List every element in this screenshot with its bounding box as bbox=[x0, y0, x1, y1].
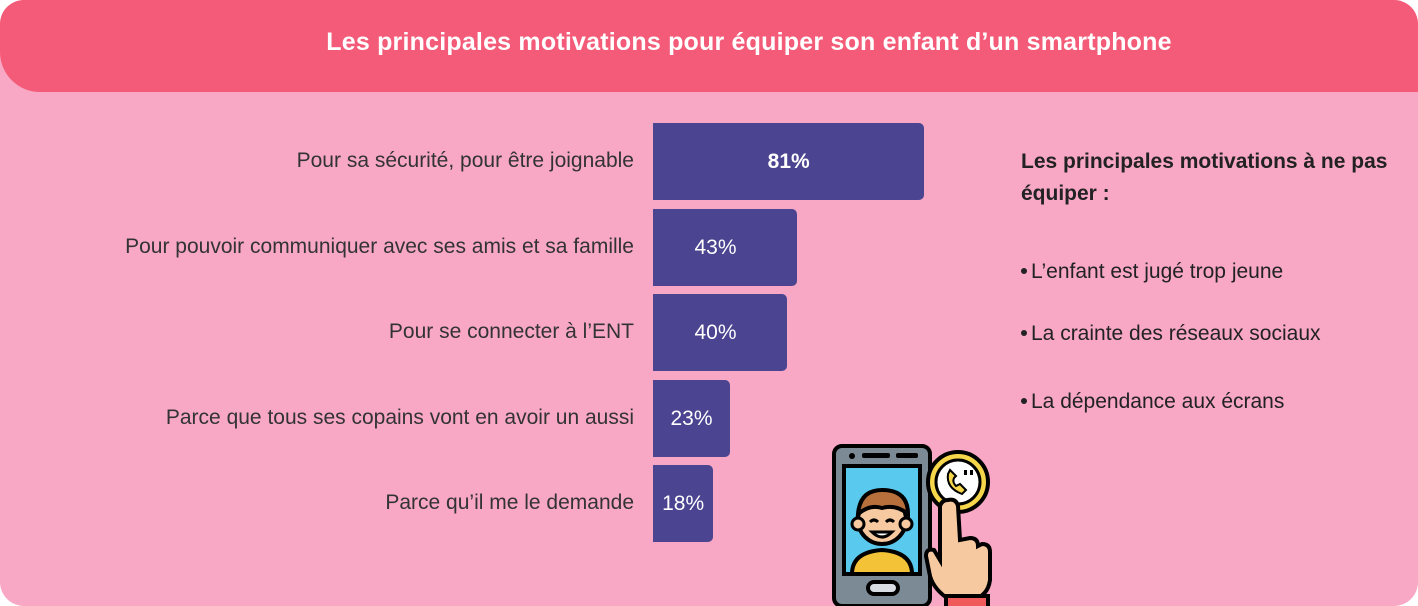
bullet-icon bbox=[1021, 398, 1027, 404]
bar-value-label: 81% bbox=[767, 150, 810, 173]
category-label: Pour pouvoir communiquer avec ses amis e… bbox=[125, 234, 634, 258]
smartphone-video-call-icon bbox=[832, 444, 992, 606]
bar-value-label: 43% bbox=[694, 235, 737, 259]
side-panel: Les principales motivations à ne pas équ… bbox=[1021, 146, 1411, 413]
category-label: Pour se connecter à l’ENT bbox=[388, 320, 634, 343]
bullet-icon bbox=[1021, 330, 1027, 336]
category-label: Parce qu’il me le demande bbox=[385, 491, 634, 514]
bar bbox=[653, 123, 925, 200]
category-label: Parce que tous ses copains vont en avoir… bbox=[165, 405, 634, 429]
side-item-label: L’enfant est jugé trop jeune bbox=[1031, 260, 1284, 283]
bar-value-label: 23% bbox=[670, 406, 713, 430]
bar-value-label: 18% bbox=[662, 492, 705, 515]
side-item-label: La dépendance aux écrans bbox=[1031, 390, 1285, 413]
category-label: Pour sa sécurité, pour être joignable bbox=[296, 149, 634, 172]
side-item: L’enfant est jugé trop jeune bbox=[1021, 258, 1283, 286]
header-banner: Les principales motivations pour équiper… bbox=[0, 0, 1418, 92]
side-item: La crainte des réseaux sociaux bbox=[1021, 320, 1321, 348]
bar bbox=[653, 208, 798, 286]
bar bbox=[653, 379, 731, 457]
bullet-icon bbox=[1021, 268, 1027, 274]
bar bbox=[653, 294, 787, 371]
side-item-label: La crainte des réseaux sociaux bbox=[1031, 322, 1321, 345]
bar bbox=[653, 465, 714, 542]
side-panel-title: Les principales motivations à ne pas équ… bbox=[1021, 150, 1388, 205]
page-title: Les principales motivations pour équiper… bbox=[326, 27, 1172, 56]
bar-value-label: 40% bbox=[694, 321, 737, 344]
side-item: La dépendance aux écrans bbox=[1021, 388, 1284, 416]
